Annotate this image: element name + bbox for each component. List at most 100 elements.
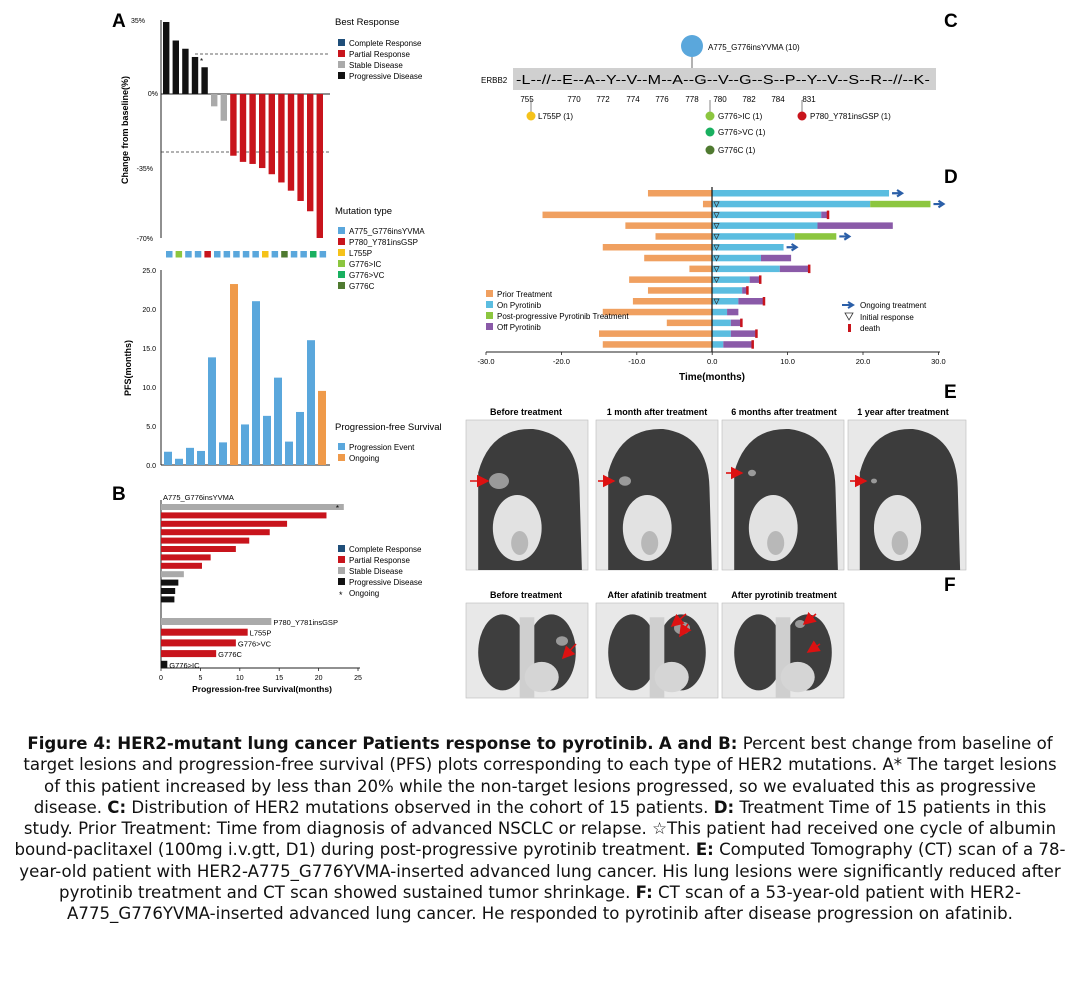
d-prior-bar [542, 211, 712, 219]
panel-label-d: D [944, 167, 958, 188]
mutation-square [252, 251, 259, 258]
legend-g776c: G776C [349, 282, 375, 291]
b-xlabel: Progression-free Survival(months) [192, 684, 332, 694]
d-legend-ongoing: Ongoing treatment [860, 301, 927, 310]
heart-shadow [524, 661, 559, 693]
d-xlabel: Time(months) [679, 372, 745, 383]
b-tick-label: 5 [198, 675, 202, 682]
d-prior-bar [602, 341, 712, 348]
waterfall-bar [316, 94, 323, 238]
b-bar-label: G776C [218, 650, 242, 659]
d-prior-bar [689, 265, 712, 273]
waterfall-bar [259, 94, 266, 169]
pfs-bar [274, 377, 282, 465]
waterfall-bar [287, 94, 295, 191]
waterfall-bar [297, 94, 304, 201]
b-bar-label: G776>VC [238, 639, 272, 648]
d-death-mark [740, 318, 743, 328]
legend-swatch-pfs-ongoing [338, 454, 345, 461]
b-bar [161, 660, 168, 668]
d-tick-label: 30.0 [931, 357, 946, 366]
b-legend-stable: Stable Disease [349, 567, 403, 576]
b-bar [161, 554, 211, 561]
lollipop-g776c-label: G776C (1) [718, 146, 756, 155]
pfs-bar [230, 284, 238, 465]
panel-label-c: C [944, 11, 958, 32]
b-bar [161, 596, 175, 603]
b-legend-swatch-complete [338, 545, 345, 552]
d-prior-bar [647, 190, 712, 197]
mutation-square [233, 251, 240, 258]
b-tick-label: 10 [236, 675, 244, 682]
pfs-ylabel: PFS(months) [123, 340, 133, 396]
caption-f-label: F: [635, 883, 653, 903]
d-prior-bar [644, 254, 712, 262]
heart-shadow [780, 661, 815, 693]
e-title-3: 1 year after treatment [857, 407, 949, 417]
b-bar [161, 504, 344, 510]
legend-stable: Stable Disease [349, 61, 403, 70]
mutation-square [271, 251, 279, 258]
d-death-mark [755, 329, 758, 338]
legend-g776ic: G776>IC [349, 260, 381, 269]
lollipop-p780-label: P780_Y781insGSP (1) [810, 112, 891, 121]
mutation-square [214, 251, 221, 258]
d-prior-bar [625, 222, 712, 229]
d-prior-bar [602, 244, 712, 251]
mediastinum [622, 495, 672, 561]
mutation-square [300, 251, 307, 258]
mutation-square [223, 251, 231, 258]
d-tick-label: -10.0 [628, 357, 645, 366]
d-off-bar [730, 319, 743, 327]
b-bar [161, 562, 202, 569]
best-response-title: Best Response [335, 17, 399, 28]
ct-scan-image [721, 419, 845, 571]
mutation-square [262, 251, 269, 258]
legend-pfs-event: Progression Event [349, 443, 415, 452]
d-legend-prior: Prior Treatment [497, 290, 553, 299]
wf-tick-m70: -70% [137, 236, 153, 243]
lesion [871, 478, 877, 484]
d-response-triangle [713, 212, 720, 219]
d-death-mark [746, 286, 749, 295]
sequence-text: -L--//--E--A--Y--V--M--A--G--V--G--S--P-… [516, 72, 930, 87]
mutation-square [242, 251, 250, 258]
red-arrow-icon [670, 613, 687, 628]
d-on-bar [712, 222, 818, 229]
legend-swatch-g776ic [338, 260, 345, 267]
waterfall-bar [239, 94, 247, 162]
pfs-bar [186, 447, 194, 465]
d-death-mark [751, 340, 754, 349]
mutation-square [290, 251, 298, 258]
sequence-position: 784 [771, 95, 785, 104]
d-legend-swatch-on [486, 301, 493, 308]
sequence-bar [513, 68, 936, 90]
d-off-bar [727, 308, 739, 316]
waterfall-bar [268, 94, 275, 175]
sequence-position: 772 [596, 95, 610, 104]
b-bar [161, 529, 270, 536]
d-response-triangle [713, 233, 720, 240]
b-bar [161, 520, 288, 527]
caption-d-text: Treatment Time of 15 patients in this st… [14, 797, 1057, 860]
d-post-bar [794, 233, 837, 240]
treatment-swimmer-plot: -30.0 -20.0 -10.0 0.0 10.0 20.0 30.0 Time(mont… [477, 187, 946, 383]
pfs-horizontal-chart: A775_G776insYVMA *P780_Y781insGSPL755PG7… [159, 493, 362, 694]
lesion [795, 620, 805, 628]
d-on-bar [712, 330, 731, 337]
panel-label-e: E [944, 382, 957, 403]
f-title-1: After afatinib treatment [607, 590, 706, 600]
d-off-bar [760, 254, 792, 262]
waterfall-bar [201, 67, 208, 94]
d-legend-death-icon [848, 324, 851, 332]
legend-swatch-partial [338, 50, 345, 57]
legend-swatch-stable [338, 61, 345, 68]
mutation-square [166, 251, 173, 258]
legend-pfs-ongoing: Ongoing [349, 454, 379, 463]
d-off-bar [821, 211, 829, 219]
d-legend-triangle-icon [844, 312, 854, 321]
d-prior-bar [647, 287, 712, 294]
d-response-triangle [713, 255, 720, 262]
d-tick-label: 20.0 [856, 357, 871, 366]
d-on-bar [712, 211, 822, 219]
